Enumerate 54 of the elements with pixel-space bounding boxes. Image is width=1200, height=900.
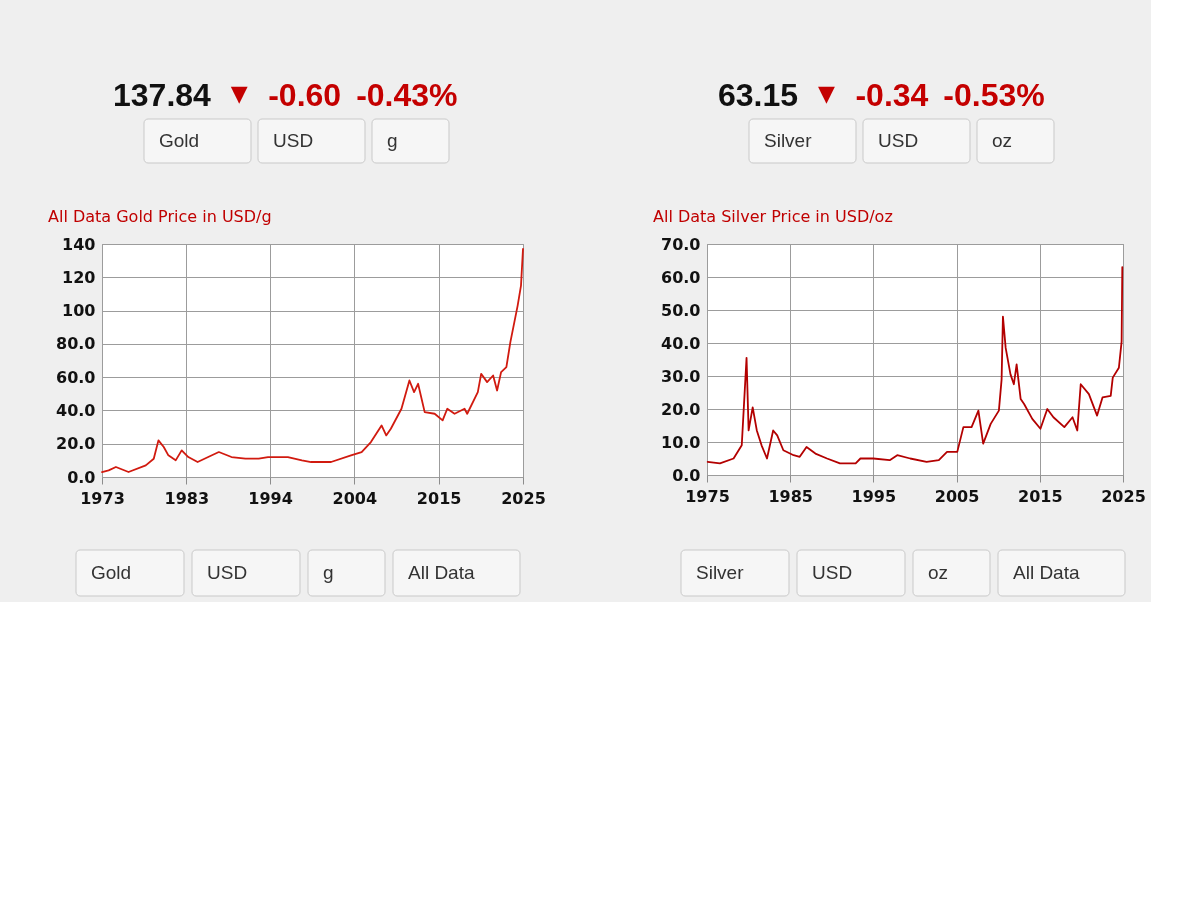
text: Gold (159, 130, 200, 151)
text: USD (207, 562, 248, 583)
text: USD (878, 130, 919, 151)
y-tick-label: 120 (62, 267, 96, 287)
x-tick-label: 2004 (332, 488, 378, 508)
text: oz (928, 562, 949, 583)
text: 137.84 (113, 77, 212, 113)
x-tick-label: 2015 (416, 488, 462, 508)
text: Silver (764, 130, 813, 151)
x-tick-label: 1973 (80, 488, 125, 508)
x-tick-label: 2005 (934, 486, 980, 506)
y-tick-label: 40.0 (56, 400, 96, 420)
y-tick-label: 30.0 (661, 366, 701, 386)
y-tick-label: 140 (62, 234, 96, 254)
text: All Data (408, 562, 475, 583)
text: -0.43% (356, 77, 458, 113)
y-tick-label: 60.0 (661, 267, 701, 287)
y-tick-label: 10.0 (661, 432, 701, 452)
text: USD (812, 562, 853, 583)
x-tick-label: 1995 (851, 486, 897, 506)
x-tick-label: 1994 (248, 488, 293, 508)
text: ▼ (230, 81, 248, 106)
text: Gold (91, 562, 132, 583)
text: g (387, 130, 398, 151)
x-tick-label: 2025 (501, 488, 546, 508)
y-tick-label: 60.0 (56, 367, 96, 387)
y-tick-label: 50.0 (661, 300, 701, 320)
text: -0.60 (268, 77, 342, 113)
text: -0.53% (943, 77, 1045, 113)
text: g (323, 562, 334, 583)
text: oz (992, 130, 1013, 151)
y-tick-label: 20.0 (56, 434, 96, 454)
x-tick-label: 2025 (1101, 486, 1146, 506)
y-tick-label: 0.0 (67, 467, 96, 487)
x-tick-label: 2015 (1018, 486, 1063, 506)
y-tick-label: 70.0 (661, 234, 701, 254)
x-tick-label: 1975 (685, 486, 730, 506)
y-tick-label: 40.0 (661, 333, 701, 353)
line-series (706, 266, 1124, 465)
text: -0.34 (855, 77, 929, 113)
x-tick-label: 1983 (164, 488, 210, 508)
text: ▼ (818, 81, 836, 106)
text: All Data (1013, 562, 1080, 583)
chart-title: All Data Gold Price in USD/g (48, 207, 272, 226)
y-tick-label: 20.0 (661, 399, 701, 419)
chart-title: All Data Silver Price in USD/oz (653, 207, 893, 226)
line-series (101, 248, 524, 473)
y-tick-label: 0.0 (672, 465, 701, 485)
y-tick-label: 80.0 (56, 334, 96, 354)
text: USD (273, 130, 314, 151)
y-tick-label: 100 (62, 301, 96, 321)
text: 63.15 (718, 77, 799, 113)
text: Silver (696, 562, 745, 583)
x-tick-label: 1985 (768, 486, 813, 506)
